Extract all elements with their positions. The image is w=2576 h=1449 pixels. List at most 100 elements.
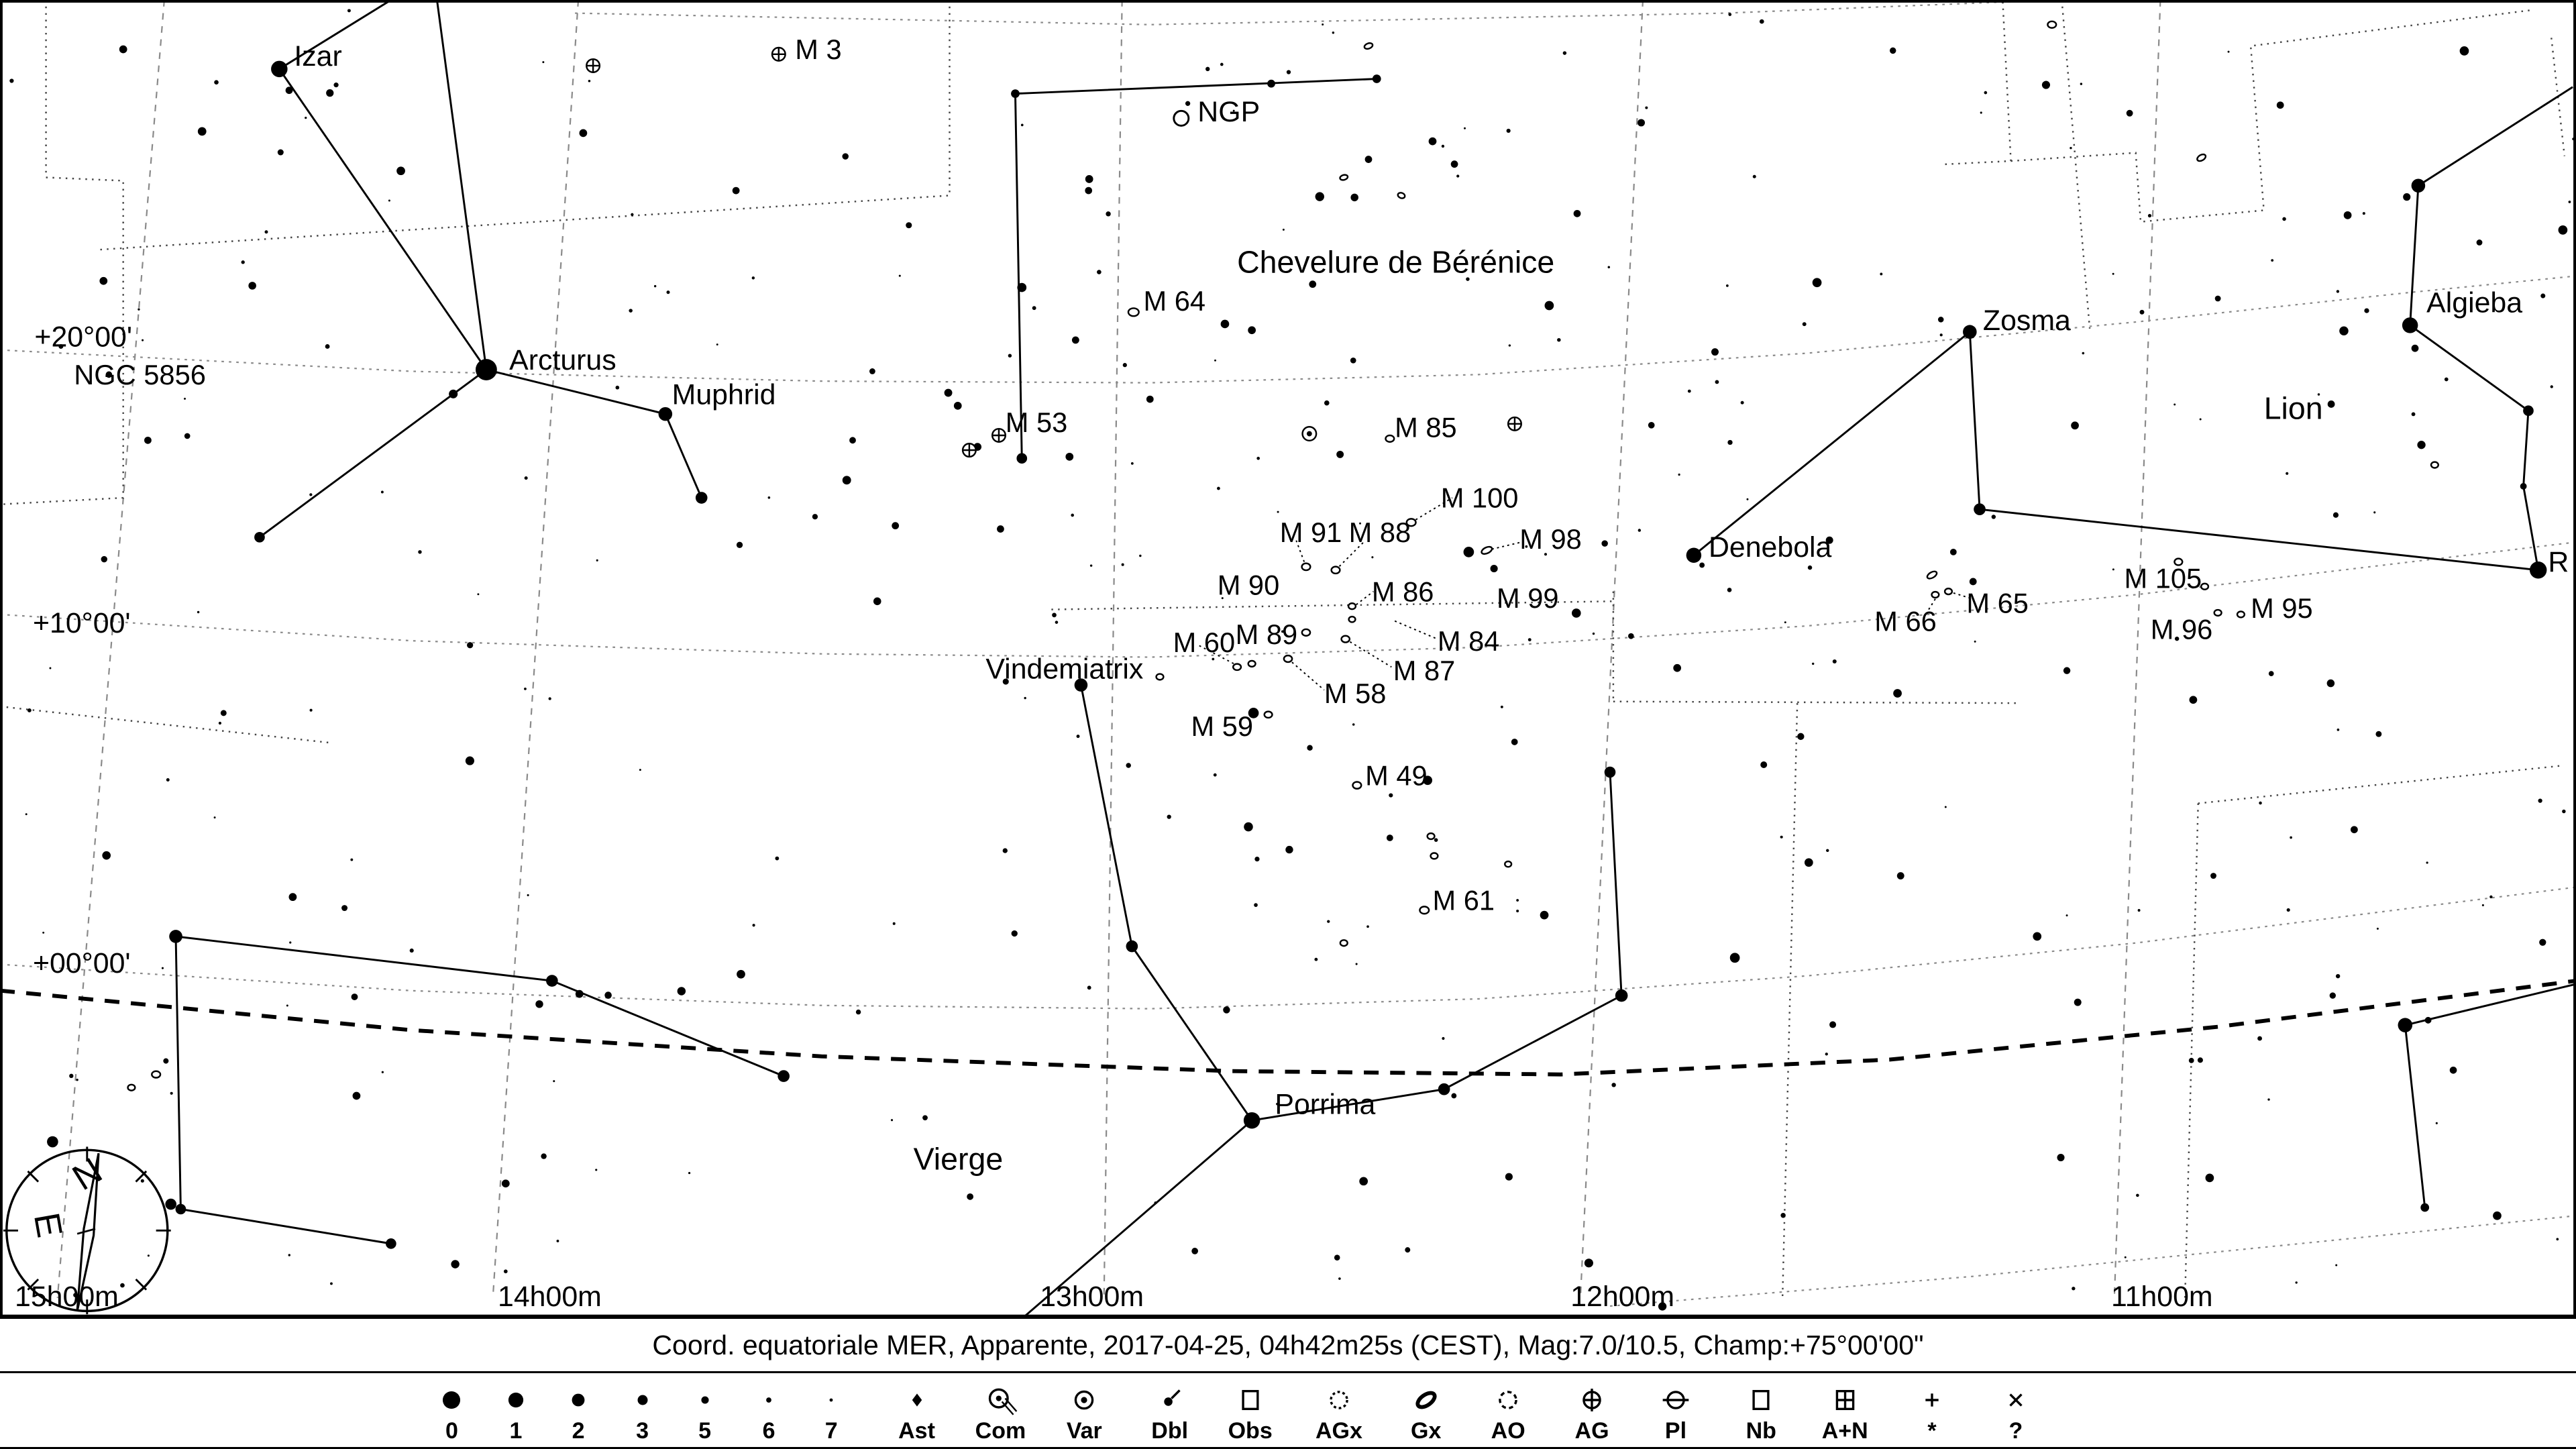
legend-item-ao: AO <box>1489 1381 1527 1442</box>
field-star <box>2435 1122 2438 1124</box>
star <box>737 969 745 979</box>
legend-label: Dbl <box>1151 1418 1189 1444</box>
galaxy-symbol <box>1931 590 1940 599</box>
star <box>1309 280 1317 288</box>
legend-item-dbl: Dbl <box>1150 1381 1189 1442</box>
field-star <box>220 710 227 716</box>
field-star <box>1213 773 1217 777</box>
mag-icon <box>637 1395 648 1405</box>
constellation-line <box>486 368 703 498</box>
field-star <box>326 89 334 97</box>
gx-icon <box>1415 1391 1437 1409</box>
field-star <box>2329 992 2336 999</box>
field-star <box>163 1058 169 1064</box>
galaxy-symbol <box>1339 939 1348 947</box>
galaxy-symbol <box>2047 20 2057 29</box>
star <box>99 276 108 285</box>
field-star <box>2137 909 2141 912</box>
field-star <box>2282 217 2286 221</box>
star <box>777 1070 790 1082</box>
field-star <box>350 858 354 861</box>
legend-label: Com <box>975 1418 1026 1444</box>
grid-dec-parallel <box>575 0 2054 25</box>
field-star <box>2556 1238 2559 1241</box>
legend-item-ast: Ast <box>898 1381 936 1442</box>
galaxy-symbol <box>1263 710 1273 719</box>
field-star <box>892 922 896 925</box>
field-star <box>2147 213 2152 218</box>
mag-icon <box>572 1393 585 1407</box>
galaxy-symbol <box>1247 659 1256 668</box>
field-star <box>1740 400 1744 405</box>
field-star <box>1464 127 1466 129</box>
compass-east-label: E <box>26 1210 70 1240</box>
galaxy-symbol <box>1385 434 1395 443</box>
dso-label: M 85 <box>1395 411 1457 443</box>
dso-label: M 66 <box>1874 605 1937 637</box>
dso-label: M 86 <box>1372 576 1434 607</box>
field-star <box>218 721 222 725</box>
field-star <box>1832 659 1837 663</box>
field-star <box>1334 1254 1340 1260</box>
legend-item-com: Com <box>975 1381 1026 1442</box>
star <box>2276 101 2284 109</box>
field-star <box>42 931 45 934</box>
field-star <box>1746 498 1749 500</box>
field-star <box>1780 1213 1786 1218</box>
field-star <box>1638 529 1642 532</box>
field-star <box>277 149 284 156</box>
star <box>1893 689 1902 698</box>
field-star <box>967 1193 974 1200</box>
field-star <box>1277 511 1279 513</box>
field-star <box>1307 745 1313 751</box>
field-star <box>1254 856 1260 862</box>
field-star <box>1797 733 1805 741</box>
field-star <box>2562 809 2566 814</box>
field-star <box>1825 536 1833 544</box>
grid-ra-meridian <box>56 0 165 1298</box>
field-star <box>595 1169 598 1171</box>
dso-pointer-line <box>1394 620 1438 640</box>
field-star <box>596 559 598 561</box>
dso-label: M 89 <box>1236 619 1298 650</box>
legend-label: A+N <box>1821 1418 1868 1444</box>
field-star <box>873 597 881 606</box>
field-star <box>2139 309 2145 315</box>
constellation-name: Lion <box>2264 390 2323 425</box>
star <box>2205 1173 2214 1183</box>
field-star <box>2538 798 2542 803</box>
field-star <box>2063 667 2071 674</box>
star <box>658 407 673 421</box>
field-star <box>2295 1281 2298 1284</box>
constellation-line <box>174 936 392 1245</box>
com-icon <box>989 1388 1018 1415</box>
field-star <box>1980 111 1982 114</box>
field-star <box>775 856 780 861</box>
field-star <box>1324 400 1330 406</box>
field-star <box>556 1240 559 1242</box>
compass-tick <box>27 1170 40 1183</box>
dso-label: M 90 <box>1218 570 1280 601</box>
field-star <box>629 309 633 313</box>
nb-icon <box>1752 1390 1770 1410</box>
legend-label: 0 <box>445 1418 458 1444</box>
field-star <box>842 153 849 160</box>
star <box>396 166 405 176</box>
field-star <box>1314 957 1318 961</box>
field-star <box>1359 522 1361 525</box>
star <box>1615 989 1628 1002</box>
field-star <box>1276 1102 1279 1106</box>
field-star <box>1322 23 1324 25</box>
field-star <box>1205 66 1210 72</box>
field-star <box>1727 439 1733 445</box>
field-star <box>1167 814 1171 819</box>
legend-label: Obs <box>1228 1418 1273 1444</box>
field-star <box>2426 861 2428 864</box>
field-star <box>503 1269 508 1274</box>
field-star <box>2257 1036 2262 1041</box>
dso-pointer-line <box>1345 638 1392 668</box>
field-star <box>2267 1098 2270 1101</box>
star <box>1963 325 1977 339</box>
